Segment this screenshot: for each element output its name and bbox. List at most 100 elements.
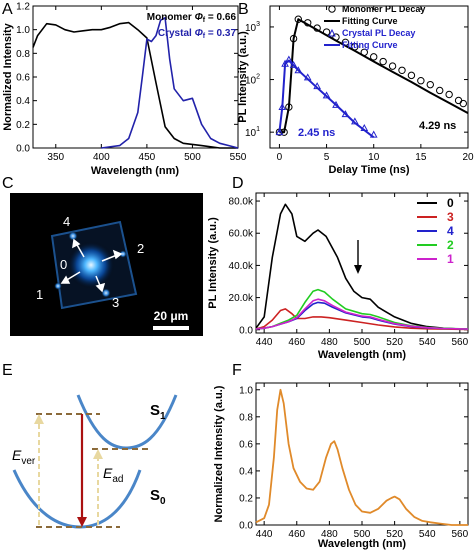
panel-f-xtick-label: 540 xyxy=(419,529,436,540)
panel-a-xtick-label: 500 xyxy=(184,152,201,163)
propagation-arrows xyxy=(60,238,123,293)
panel-b-point-monomer xyxy=(426,80,434,89)
panel-f-xtick-label: 560 xyxy=(452,529,469,540)
s1-label: S1 xyxy=(150,402,166,422)
legend-label-crystal: Crystal PL Decay xyxy=(342,28,415,38)
arrowhead-2 xyxy=(112,249,123,260)
scale-bar xyxy=(153,326,189,330)
panel-b-point-monomer xyxy=(388,62,397,70)
panel-a-ylabel: Normalized Intensity xyxy=(2,22,14,130)
panel-d-xtick-label: 560 xyxy=(452,337,469,348)
panel-a-legend-crystal: Crystal Φf = 0.37 xyxy=(158,28,237,40)
panel-b-fit-monomer xyxy=(279,18,469,134)
panel-f-ytick-label: 1.0 xyxy=(239,385,253,396)
panel-d: 440 460 480 500 520 540 560 0.0 20.0k 40.0k 60.0k 8… xyxy=(207,192,469,361)
panel-f-xtick-label: 480 xyxy=(321,529,338,540)
panel-a-xlabel: Wavelength (nm) xyxy=(91,165,180,177)
panel-f-xtick-label: 520 xyxy=(386,529,403,540)
panel-b-point-crystal xyxy=(275,128,284,136)
panel-d-ytick-label: 60.0k xyxy=(229,229,254,240)
panel-d-xtick-label: 500 xyxy=(354,337,371,348)
panel-letter-c: C xyxy=(2,175,14,192)
panel-b-xtick-label: 15 xyxy=(415,152,427,163)
ead-label: Ead xyxy=(103,465,123,485)
ead-arrowhead xyxy=(93,449,103,459)
spot-label-3: 3 xyxy=(112,295,119,310)
panel-f-ytick-label: 0.4 xyxy=(239,466,253,477)
panel-a-ticks: 350 400 450 500 550 0.0 0.2 0.4 0.6 0.8 1.0 1.2 xyxy=(16,2,247,164)
panel-f-xtick-label: 460 xyxy=(288,529,305,540)
panel-d-xtick-label: 540 xyxy=(419,337,436,348)
panel-b-lines xyxy=(275,15,469,139)
panel-f-ticks: 440 460 480 500 520 540 560 0.0 0.2 0.4 0.6 0.8 1.0 xyxy=(239,383,469,540)
panel-f-frame xyxy=(255,382,469,526)
panel-d-xtick-label: 480 xyxy=(321,337,338,348)
ever-label: Ever xyxy=(12,447,36,467)
spot-label-4: 4 xyxy=(63,214,70,229)
panel-b-point-crystal xyxy=(285,55,293,63)
panel-b-frame xyxy=(269,5,469,149)
panel-letter-e: E xyxy=(2,362,13,379)
panel-d-xlabel: Wavelength (nm) xyxy=(318,349,407,361)
panel-f-ytick-label: 0.8 xyxy=(239,412,253,423)
spot-label-1: 1 xyxy=(36,287,43,302)
panel-f-ylabel: Normalized Intensity (a.u.) xyxy=(213,385,225,522)
panel-d-ytick-label: 20.0k xyxy=(229,293,254,304)
panel-b-xtick-label: 20 xyxy=(462,152,474,163)
panel-a-ytick-label: 1.0 xyxy=(16,25,30,36)
panel-b-annotation-monomer: 4.29 ns xyxy=(419,120,456,132)
panel-a-series-crystal xyxy=(101,16,239,149)
panel-d-legend-label-3: 3 xyxy=(447,210,454,224)
panel-e: S1 S0 Ever Ead xyxy=(12,394,178,529)
arrowhead-1 xyxy=(60,275,71,284)
panel-b-point-monomer xyxy=(417,77,425,85)
spot-label-2: 2 xyxy=(137,241,144,256)
panel-b-annotation-crystal: 2.45 ns xyxy=(298,127,335,139)
legend-label-fit-crystal: Fitting Curve xyxy=(342,40,398,50)
panel-a: 350 400 450 500 550 0.0 0.2 0.4 0.6 0.8 1.0 1.2 Mon… xyxy=(2,2,247,178)
arrowhead-4 xyxy=(72,238,81,249)
panel-d-legend-label-2: 2 xyxy=(447,238,454,252)
emission-spot-3 xyxy=(101,288,111,298)
panel-f: 440 460 480 500 520 540 5600.00.20.40.60.81.0 … xyxy=(213,382,469,550)
panel-d-ytick-label: 80.0k xyxy=(229,197,254,208)
panel-b-ylabel: PL Intensity (a.u.) xyxy=(237,31,249,123)
panel-d-xtick-label: 520 xyxy=(386,337,403,348)
panel-a-ytick-label: 0.2 xyxy=(16,120,30,131)
legend-marker-crystal xyxy=(328,28,336,37)
panel-letter-a: A xyxy=(2,1,13,18)
excitation-spot xyxy=(67,241,115,289)
panel-b-legend: Monomer PL Decay Fitting Curve Crystal P… xyxy=(324,4,425,50)
legend-label-monomer: Monomer PL Decay xyxy=(342,4,425,14)
panel-letter-d: D xyxy=(232,175,244,192)
panel-f-xtick-label: 440 xyxy=(256,529,273,540)
panel-letter-f: F xyxy=(232,362,242,379)
panel-a-series-monomer xyxy=(32,21,238,149)
panel-d-series-3 xyxy=(255,308,469,331)
panel-a-lines xyxy=(32,16,239,149)
arrowhead-3 xyxy=(95,282,106,293)
panel-a-xtick-label: 400 xyxy=(93,152,110,163)
panel-a-ytick-label: 1.2 xyxy=(16,2,30,13)
s0-label: S0 xyxy=(150,487,166,507)
legend-marker-monomer xyxy=(328,5,336,13)
panel-f-lines xyxy=(255,388,468,526)
panel-a-legend-monomer: Monomer Φf = 0.66 xyxy=(147,12,237,24)
panel-b-xlabel: Delay Time (ns) xyxy=(328,164,409,176)
emission-spot-4 xyxy=(68,231,78,241)
panel-f-xtick-label: 500 xyxy=(354,529,371,540)
panel-b-xtick-label: 0 xyxy=(277,152,283,163)
panel-b-point-monomer xyxy=(436,86,444,95)
emission-spot-2 xyxy=(119,250,127,258)
panel-b-point-crystal xyxy=(341,110,350,118)
panel-f-xlabel: Wavelength (nm) xyxy=(318,538,407,550)
panel-b-point-monomer xyxy=(370,53,378,61)
panel-a-ytick-label: 0.0 xyxy=(16,144,30,155)
panel-d-ylabel: PL Intensity (a.u.) xyxy=(207,217,219,309)
arrow-to-2 xyxy=(101,254,118,262)
panel-a-ytick-label: 0.8 xyxy=(16,49,30,60)
panel-d-lines xyxy=(255,203,469,331)
